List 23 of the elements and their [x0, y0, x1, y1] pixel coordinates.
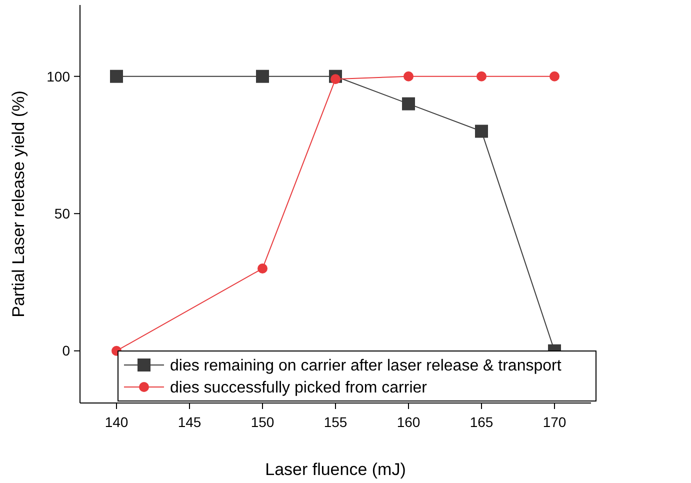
x-tick-label: 160 [396, 414, 420, 430]
point [475, 124, 488, 138]
point [404, 71, 414, 82]
x-tick-label: 145 [178, 414, 202, 430]
point [402, 97, 415, 110]
y-tick-label: 0 [62, 342, 70, 359]
x-tick-label: 150 [250, 414, 274, 430]
x-tick-label: 165 [470, 414, 494, 430]
y-tick-label: 50 [54, 206, 70, 222]
point [330, 74, 340, 84]
point [256, 70, 269, 83]
legend-label: dies successfully picked from carrier [170, 380, 428, 397]
point [550, 71, 560, 82]
point [110, 70, 123, 83]
y-axis-title: Partial Laser release yield (%) [9, 90, 28, 318]
x-tick-label: 155 [324, 414, 348, 430]
point [258, 264, 268, 274]
x-axis-title: Laser fluence (mJ) [265, 460, 406, 479]
x-tick-label: 170 [542, 414, 566, 430]
point [476, 71, 486, 82]
legend-label: dies remaining on carrier after laser release & transport [170, 358, 562, 375]
x-tick-label: 140 [104, 414, 128, 430]
y-tick-label: 100 [46, 68, 70, 84]
